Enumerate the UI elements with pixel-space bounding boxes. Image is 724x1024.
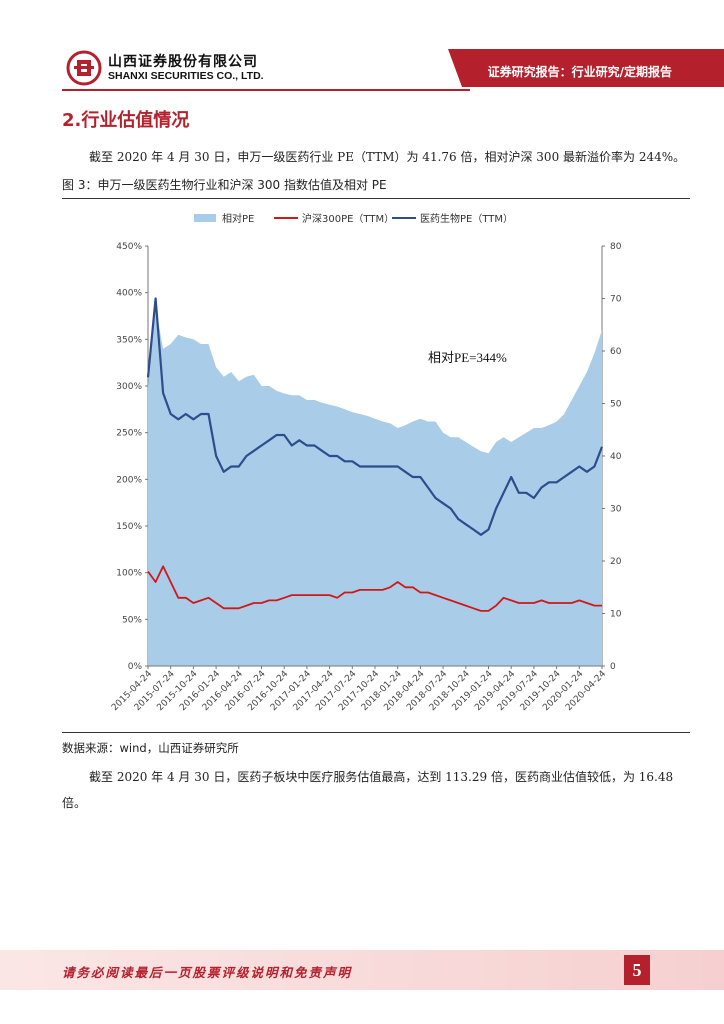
right-tick-label: 50 bbox=[610, 400, 622, 410]
left-tick-label: 100% bbox=[116, 569, 142, 579]
figure-title: 图 3：申万一级医药生物行业和沪深 300 指数估值及相对 PE bbox=[62, 178, 387, 192]
legend-swatch-0 bbox=[194, 214, 216, 222]
series-line-1 bbox=[147, 565, 602, 612]
footer-disclaimer: 请务必阅读最后一页股票评级说明和免责声明 bbox=[62, 965, 353, 980]
plot-area bbox=[146, 297, 604, 666]
left-tick-label: 150% bbox=[116, 522, 142, 532]
right-tick-label: 40 bbox=[610, 452, 622, 462]
section-title: 2.行业估值情况 bbox=[62, 110, 190, 131]
figure-top-rule bbox=[62, 198, 690, 199]
right-tick-label: 80 bbox=[610, 242, 622, 252]
right-tick-label: 0 bbox=[610, 662, 616, 672]
left-tick-label: 0% bbox=[128, 662, 143, 672]
valuation-chart: 相对PE 沪深300PE（TTM） 医药生物PE（TTM） 0% 50% 100% 150… bbox=[110, 212, 622, 713]
data-source: 数据来源：wind，山西证券研究所 bbox=[62, 741, 239, 755]
left-tick-label: 400% bbox=[116, 289, 142, 299]
header-band bbox=[62, 49, 724, 91]
company-name-en: SHANXI SECURITIES CO., LTD. bbox=[108, 70, 264, 82]
x-axis: 2015-04-242015-07-242015-10-242016-01-24… bbox=[110, 665, 608, 713]
left-tick-label: 350% bbox=[116, 335, 142, 345]
footer-band bbox=[0, 950, 724, 990]
legend-label-1: 沪深300PE（TTM） bbox=[302, 212, 394, 225]
page-number: 5 bbox=[624, 955, 650, 985]
right-tick-label: 20 bbox=[610, 557, 622, 567]
left-tick-label: 300% bbox=[116, 382, 142, 392]
series-line-2 bbox=[146, 297, 604, 536]
left-tick-label: 450% bbox=[116, 242, 142, 252]
legend-label-0: 相对PE bbox=[222, 212, 254, 225]
right-tick-label: 10 bbox=[610, 610, 622, 620]
right-tick-label: 70 bbox=[610, 295, 622, 305]
left-tick-label: 200% bbox=[116, 475, 142, 485]
figure-bottom-rule bbox=[62, 732, 690, 733]
company-name-cn: 山西证券股份有限公司 bbox=[108, 54, 258, 70]
legend-label-2: 医药生物PE（TTM） bbox=[420, 212, 513, 225]
right-axis: 0 10 20 30 40 50 60 70 80 bbox=[601, 242, 622, 672]
chart-legend: 相对PE 沪深300PE（TTM） 医药生物PE（TTM） bbox=[194, 212, 513, 225]
chart-annotation: 相对PE=344% bbox=[428, 350, 507, 365]
paragraph-pe-summary: 截至 2020 年 4 月 30 日，申万一级医药行业 PE（TTM）为 41.… bbox=[89, 150, 686, 164]
right-tick-label: 30 bbox=[610, 505, 622, 515]
report-type-label: 证券研究报告：行业研究/定期报告 bbox=[487, 65, 672, 79]
paragraph-subsector-valuation: 截至 2020 年 4 月 30 日，医药子板块中医疗服务估值最高，达到 113… bbox=[62, 770, 674, 810]
series-area-relative-pe bbox=[148, 306, 602, 666]
left-axis: 0% 50% 100% 150% 200% 250% 300% 350% 400% 450% bbox=[116, 242, 149, 672]
company-logo bbox=[66, 50, 102, 86]
right-tick-label: 60 bbox=[610, 347, 622, 357]
left-tick-label: 50% bbox=[122, 615, 142, 625]
left-tick-label: 250% bbox=[116, 429, 142, 439]
